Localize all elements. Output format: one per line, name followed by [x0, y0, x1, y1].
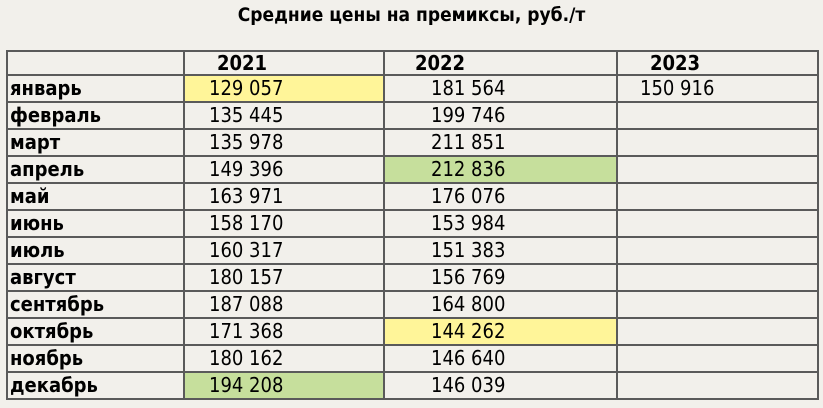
header-month: [6, 50, 185, 76]
month-cell: декабрь: [6, 371, 185, 400]
value-2023: [616, 371, 819, 400]
header-2022: 2022: [383, 50, 618, 76]
value-2021: 149 396: [183, 155, 385, 184]
month-cell: август: [6, 263, 185, 292]
table-row: декабрь 194 208 146 039: [6, 371, 819, 400]
value-2023: 150 916: [616, 74, 819, 103]
value-2023: [616, 101, 819, 130]
value-2021: 180 157: [183, 263, 385, 292]
value-2022: 211 851: [383, 128, 618, 157]
month-cell: июль: [6, 236, 185, 265]
value-2021: 158 170: [183, 209, 385, 238]
value-2023: [616, 209, 819, 238]
value-2023: [616, 344, 819, 373]
table-row: октябрь 171 368 144 262: [6, 317, 819, 346]
value-2021: 187 088: [183, 290, 385, 319]
month-cell: май: [6, 182, 185, 211]
value-2023: [616, 128, 819, 157]
month-cell: март: [6, 128, 185, 157]
value-2021: 160 317: [183, 236, 385, 265]
value-2021: 163 971: [183, 182, 385, 211]
table-row: июль 160 317 151 383: [6, 236, 819, 265]
table-row: август 180 157 156 769: [6, 263, 819, 292]
table-title: Средние цены на премиксы, руб./т: [237, 4, 586, 26]
table-row: апрель 149 396 212 836: [6, 155, 819, 184]
value-2023: [616, 317, 819, 346]
value-2022: 212 836: [383, 155, 618, 184]
value-2021: 135 445: [183, 101, 385, 130]
table-row: май 163 971 176 076: [6, 182, 819, 211]
month-cell: октябрь: [6, 317, 185, 346]
header-row: 2021 2022 2023: [6, 50, 819, 76]
month-cell: февраль: [6, 101, 185, 130]
price-table: 2021 2022 2023 январь 129 057 181 564 150 9…: [6, 50, 819, 400]
value-2022: 156 769: [383, 263, 618, 292]
table-row: сентябрь 187 088 164 800: [6, 290, 819, 319]
value-2022: 176 076: [383, 182, 618, 211]
table-row: март 135 978 211 851: [6, 128, 819, 157]
table-row: февраль 135 445 199 746: [6, 101, 819, 130]
month-cell: январь: [6, 74, 185, 103]
month-cell: ноябрь: [6, 344, 185, 373]
value-2022: 199 746: [383, 101, 618, 130]
value-2022: 151 383: [383, 236, 618, 265]
value-2021: 135 978: [183, 128, 385, 157]
month-cell: апрель: [6, 155, 185, 184]
table-row: июнь 158 170 153 984: [6, 209, 819, 238]
value-2023: [616, 290, 819, 319]
value-2022: 146 640: [383, 344, 618, 373]
table-row: январь 129 057 181 564 150 916: [6, 74, 819, 103]
value-2023: [616, 182, 819, 211]
value-2023: [616, 236, 819, 265]
value-2021: 129 057: [183, 74, 385, 103]
value-2022: 164 800: [383, 290, 618, 319]
value-2022: 144 262: [383, 317, 618, 346]
month-cell: июнь: [6, 209, 185, 238]
value-2022: 153 984: [383, 209, 618, 238]
header-2021: 2021: [183, 50, 385, 76]
value-2021: 180 162: [183, 344, 385, 373]
value-2023: [616, 263, 819, 292]
value-2021: 194 208: [183, 371, 385, 400]
value-2023: [616, 155, 819, 184]
header-2023: 2023: [616, 50, 819, 76]
value-2021: 171 368: [183, 317, 385, 346]
table-row: ноябрь 180 162 146 640: [6, 344, 819, 373]
value-2022: 146 039: [383, 371, 618, 400]
value-2022: 181 564: [383, 74, 618, 103]
month-cell: сентябрь: [6, 290, 185, 319]
